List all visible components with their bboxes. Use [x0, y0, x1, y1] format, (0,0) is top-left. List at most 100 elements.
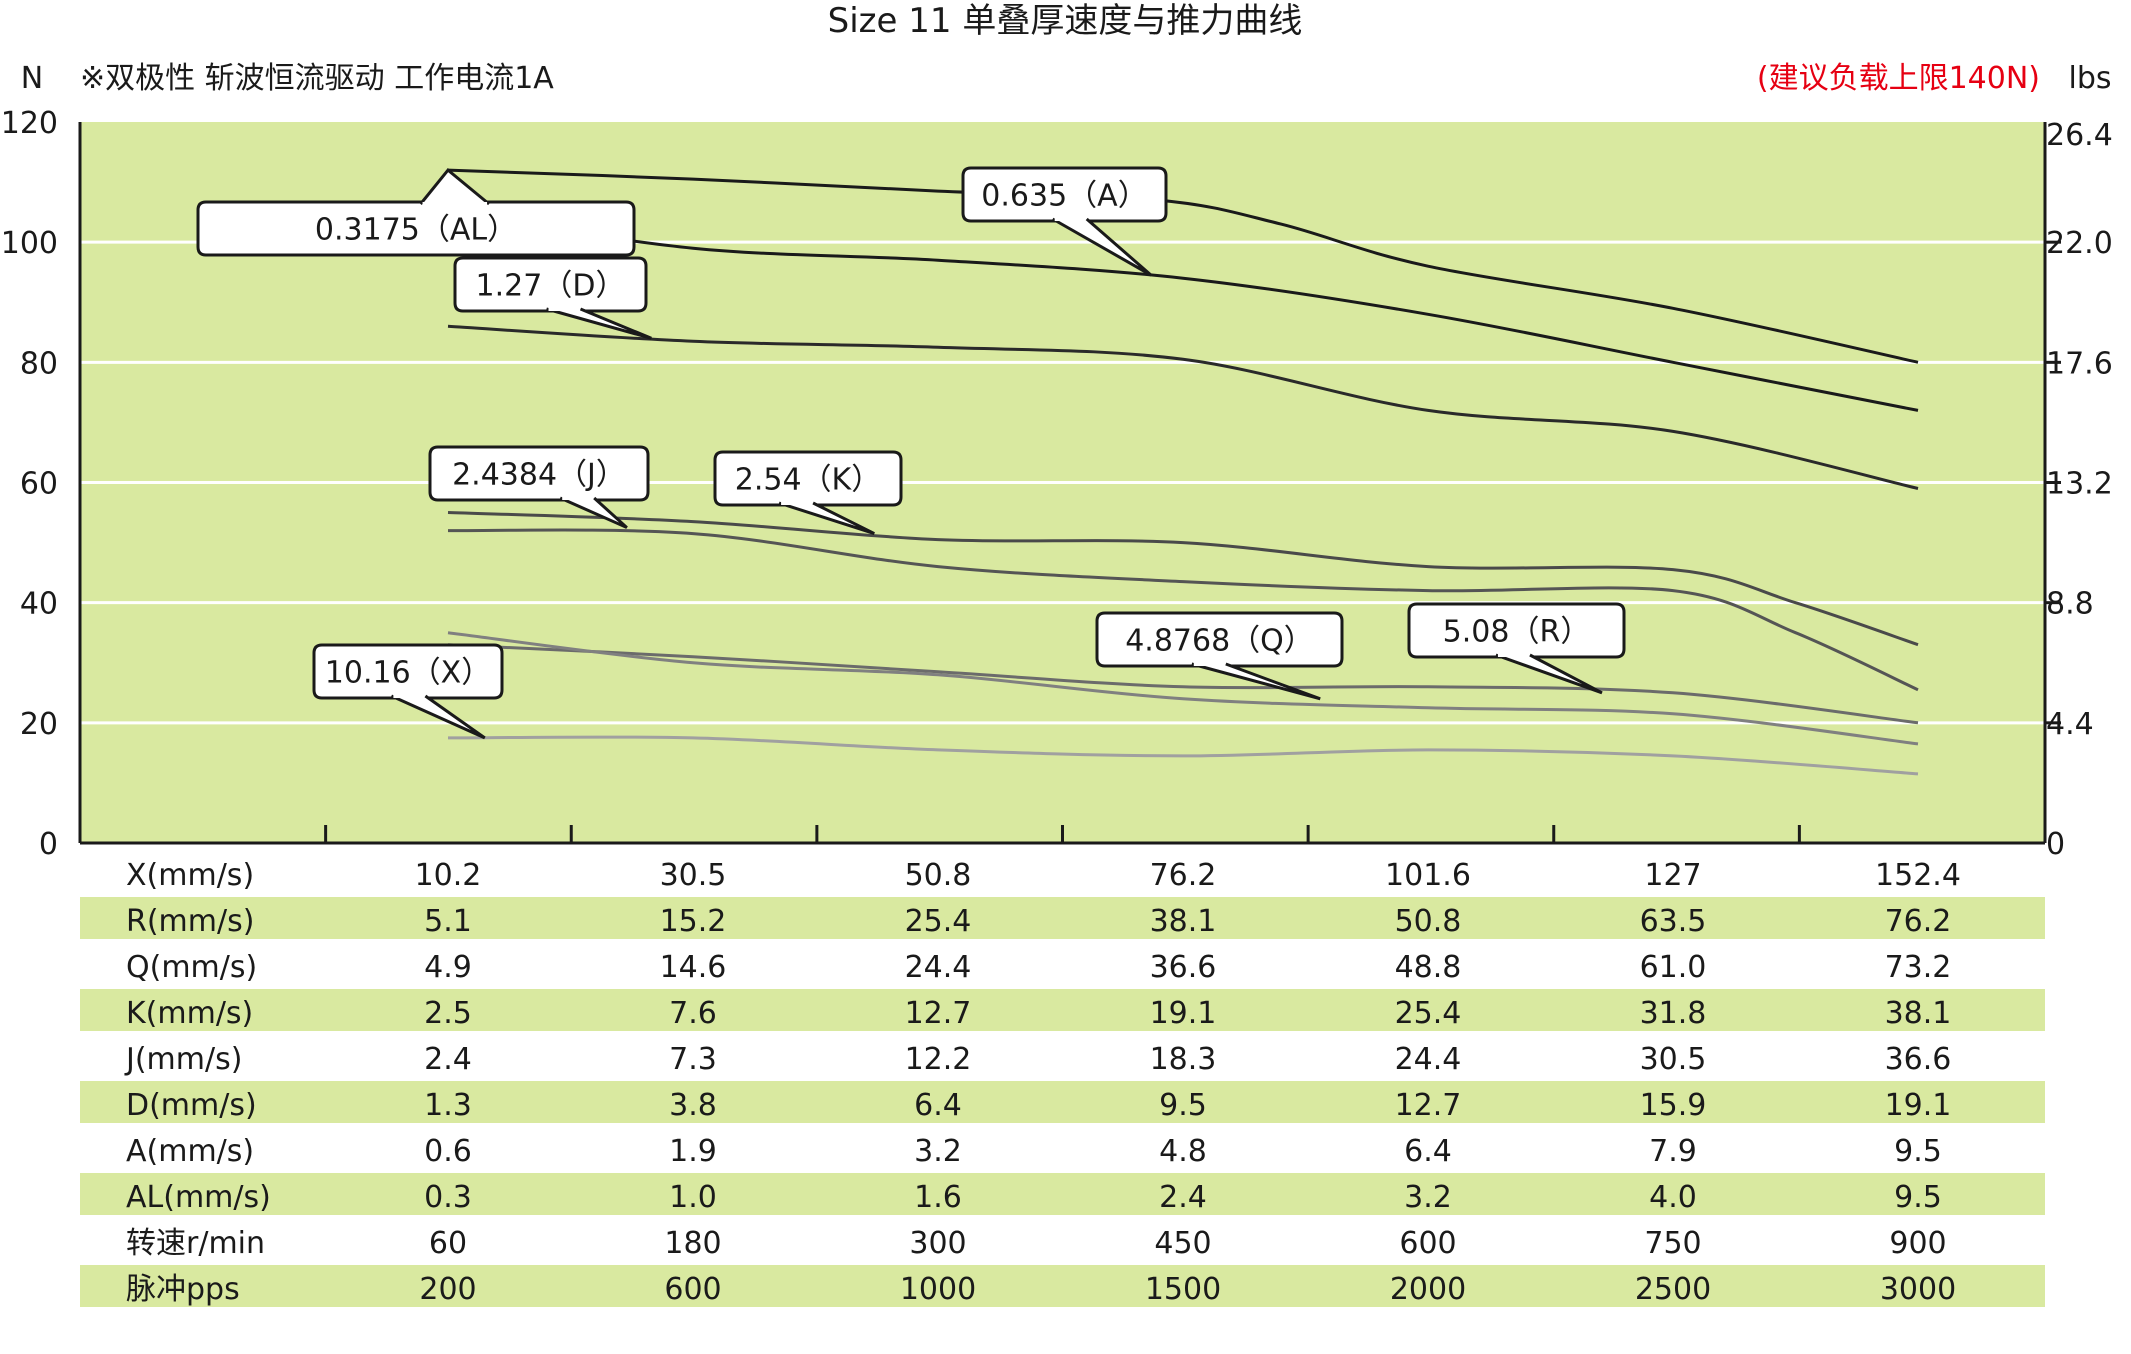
- table-cell: 750: [1644, 1226, 1701, 1261]
- table-cell: 50.8: [1395, 904, 1462, 939]
- y-tick-label-left: 20: [20, 707, 58, 742]
- y-axis-label-right: lbs: [2068, 61, 2111, 96]
- table-cell: 12.7: [905, 996, 972, 1031]
- chart-title: Size 11 单叠厚速度与推力曲线: [828, 1, 1303, 41]
- callout-box: [961, 166, 1168, 223]
- callout-box: [312, 643, 504, 700]
- table-row-stripe: [80, 1265, 2045, 1307]
- table-cell: 1.3: [424, 1088, 472, 1123]
- series-line: [447, 735, 1919, 776]
- table-cell: 9.5: [1159, 1088, 1207, 1123]
- table-cell: 24.4: [905, 950, 972, 985]
- callout-label: 0.635（A）: [981, 179, 1147, 214]
- table-cell: 18.3: [1150, 1042, 1217, 1077]
- table-cell: 76.2: [1885, 904, 1952, 939]
- y-axis-label-left: N: [21, 61, 43, 96]
- callout-pointer: [390, 694, 486, 740]
- y-tick-label-left: 60: [20, 467, 58, 502]
- table-cell: 7.6: [669, 996, 717, 1031]
- table-cell: 14.6: [660, 950, 727, 985]
- table-row-label: Q(mm/s): [126, 950, 257, 985]
- y-tick-label-right: 26.4: [2046, 118, 2113, 153]
- table-cell: 7.3: [669, 1042, 717, 1077]
- table-cell: 63.5: [1640, 904, 1707, 939]
- table-cell: 24.4: [1395, 1042, 1462, 1077]
- table-row-label: 脉冲pps: [126, 1272, 240, 1307]
- table-cell: 38.1: [1885, 996, 1952, 1031]
- table-row-label: A(mm/s): [126, 1134, 254, 1169]
- callout-label: 0.3175（AL）: [315, 213, 517, 248]
- table-cell: 1500: [1145, 1272, 1221, 1307]
- table-cell: 73.2: [1885, 950, 1952, 985]
- table-cell: 1.9: [669, 1134, 717, 1169]
- table-cell: 101.6: [1385, 858, 1471, 893]
- series-line: [447, 631, 1919, 746]
- table-row-stripe: [80, 897, 2045, 939]
- y-tick-label-left: 120: [1, 106, 58, 141]
- table-row-stripe: [80, 1173, 2045, 1215]
- table-row-stripe: [80, 989, 2045, 1031]
- callout-pointer: [546, 307, 652, 340]
- table-cell: 19.1: [1150, 996, 1217, 1031]
- table-cell: 25.4: [905, 904, 972, 939]
- table-cell: 30.5: [1640, 1042, 1707, 1077]
- table-cell: 3000: [1880, 1272, 1956, 1307]
- table-cell: 900: [1889, 1226, 1946, 1261]
- table-row-label: R(mm/s): [126, 904, 254, 939]
- table-cell: 6.4: [1404, 1134, 1452, 1169]
- table-cell: 1000: [900, 1272, 976, 1307]
- table-cell: 48.8: [1395, 950, 1462, 985]
- table-cell: 600: [664, 1272, 721, 1307]
- series-line: [447, 528, 1919, 692]
- table-row-label: J(mm/s): [124, 1042, 242, 1077]
- table-cell: 0.6: [424, 1134, 472, 1169]
- callout-pointer: [559, 496, 628, 529]
- table-cell: 200: [419, 1272, 476, 1307]
- table-cell: 3.8: [669, 1088, 717, 1123]
- table-cell: 19.1: [1885, 1088, 1952, 1123]
- callout-label: 4.8768（Q）: [1125, 624, 1314, 659]
- table-cell: 4.0: [1649, 1180, 1697, 1215]
- callout-pointer: [1495, 653, 1603, 695]
- table-cell: 9.5: [1894, 1180, 1942, 1215]
- table-cell: 31.8: [1640, 996, 1707, 1031]
- load-limit-note: (建议负载上限140N): [1757, 61, 2040, 96]
- table-cell: 36.6: [1885, 1042, 1952, 1077]
- series-line: [447, 210, 1919, 412]
- callout-pointer: [1191, 662, 1321, 701]
- callout-box: [196, 200, 636, 257]
- table-cell: 76.2: [1150, 858, 1217, 893]
- table-cell: 0.3: [424, 1180, 472, 1215]
- table-cell: 152.4: [1875, 858, 1961, 893]
- series-line: [447, 168, 1919, 364]
- callout-label: 1.27（D）: [476, 269, 626, 304]
- table-cell: 4.9: [424, 950, 472, 985]
- callout-box: [428, 445, 650, 502]
- table-cell: 2.4: [424, 1042, 472, 1077]
- y-tick-label-left: 100: [1, 226, 58, 261]
- speed-table: X(mm/s) 10.2 30.5 50.8 76.2 101.6 127 152.4 R(mm…: [80, 858, 2045, 1307]
- table-cell: 60: [429, 1226, 467, 1261]
- table-cell: 12.2: [905, 1042, 972, 1077]
- table-cell: 30.5: [660, 858, 727, 893]
- table-cell: 180: [664, 1226, 721, 1261]
- series-line: [447, 511, 1919, 647]
- y-tick-label-right: 0: [2046, 827, 2065, 862]
- callout-pointer: [419, 167, 490, 206]
- callout-box: [713, 450, 903, 507]
- series-line: [447, 643, 1919, 725]
- callout-label: 5.08（R）: [1443, 615, 1591, 650]
- table-cell: 10.2: [415, 858, 482, 893]
- callout-pointer: [778, 501, 875, 535]
- callout-box: [1095, 611, 1344, 668]
- table-row-label: K(mm/s): [126, 996, 253, 1031]
- y-tick-label-left: 40: [20, 587, 58, 622]
- table-cell: 2500: [1635, 1272, 1711, 1307]
- table-row-label: D(mm/s): [126, 1088, 257, 1123]
- table-row-stripe: [80, 1081, 2045, 1123]
- y-tick-label-right: 22.0: [2046, 226, 2113, 261]
- table-cell: 7.9: [1649, 1134, 1697, 1169]
- y-tick-label-left: 80: [20, 346, 58, 381]
